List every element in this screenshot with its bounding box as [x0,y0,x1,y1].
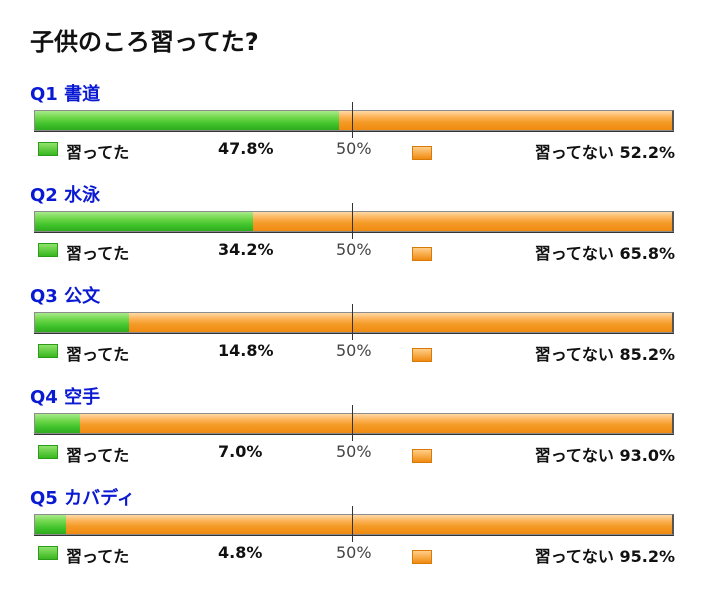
midpoint-label: 50% [336,139,372,158]
yes-bar-segment [35,212,253,231]
yes-bar-segment [35,414,80,433]
no-percent: 52.2% [619,143,675,162]
question-block-2: Q2 水泳 習ってた 34.2% 50% 習ってない 65.8% [0,181,705,282]
no-percent: 85.2% [619,345,675,364]
question-block-3: Q3 公文 習ってた 14.8% 50% 習ってない 85.2% [0,282,705,383]
bar-baseline [34,333,674,334]
yes-bar-segment [35,313,130,332]
question-block-5: Q5 カバディ 習ってた 4.8% 50% 習ってない 95.2% [0,484,705,585]
stacked-bar [34,110,674,131]
midpoint-label: 50% [336,240,372,259]
stacked-bar [34,211,674,232]
stacked-bar [34,514,674,535]
no-label: 習ってない [534,547,614,566]
bar-baseline [34,131,674,132]
no-legend-swatch [412,146,432,160]
yes-label: 習ってた [66,547,130,566]
yes-percent: 47.8% [218,139,274,158]
no-label-percent: 習ってない 93.0% [535,442,675,466]
midpoint-label: 50% [336,341,372,360]
midpoint-tick [352,304,353,340]
midpoint-tick [352,102,353,138]
no-label-percent: 習ってない 95.2% [535,543,675,567]
no-legend-swatch [412,348,432,362]
no-legend-swatch [412,550,432,564]
midpoint-tick [352,203,353,239]
question-label: Q2 水泳 [30,185,101,206]
question-label: Q1 書道 [30,84,101,105]
midpoint-label: 50% [336,543,372,562]
no-percent: 65.8% [619,244,675,263]
no-label-percent: 習ってない 52.2% [535,139,675,163]
question-block-1: Q1 書道 習ってた 47.8% 50% 習ってない 52.2% [0,80,705,181]
no-label: 習ってない [534,143,614,162]
yes-label: 習ってた [66,446,130,465]
no-percent: 93.0% [619,446,675,465]
yes-bar-segment [35,515,66,534]
yes-legend-swatch [38,243,58,257]
yes-legend-swatch [38,546,58,560]
no-label: 習ってない [534,446,614,465]
yes-legend-swatch [38,142,58,156]
yes-legend-swatch [38,445,58,459]
yes-percent: 4.8% [218,543,263,562]
midpoint-tick [352,506,353,542]
page-title: 子供のころ習ってた? [30,28,259,56]
bar-baseline [34,434,674,435]
no-percent: 95.2% [619,547,675,566]
question-block-4: Q4 空手 習ってた 7.0% 50% 習ってない 93.0% [0,383,705,484]
bar-baseline [34,232,674,233]
yes-label: 習ってた [66,345,130,364]
no-label: 習ってない [534,345,614,364]
yes-percent: 7.0% [218,442,263,461]
midpoint-tick [352,405,353,441]
bar-baseline [34,535,674,536]
no-legend-swatch [412,449,432,463]
no-label: 習ってない [534,244,614,263]
no-legend-swatch [412,247,432,261]
midpoint-label: 50% [336,442,372,461]
stacked-bar [34,413,674,434]
yes-label: 習ってた [66,143,130,162]
no-label-percent: 習ってない 85.2% [535,341,675,365]
yes-bar-segment [35,111,340,130]
yes-percent: 14.8% [218,341,274,360]
yes-label: 習ってた [66,244,130,263]
stacked-bar [34,312,674,333]
question-label: Q4 空手 [30,387,101,408]
yes-percent: 34.2% [218,240,274,259]
question-label: Q3 公文 [30,286,101,307]
yes-legend-swatch [38,344,58,358]
question-label: Q5 カバディ [30,488,135,509]
no-label-percent: 習ってない 65.8% [535,240,675,264]
